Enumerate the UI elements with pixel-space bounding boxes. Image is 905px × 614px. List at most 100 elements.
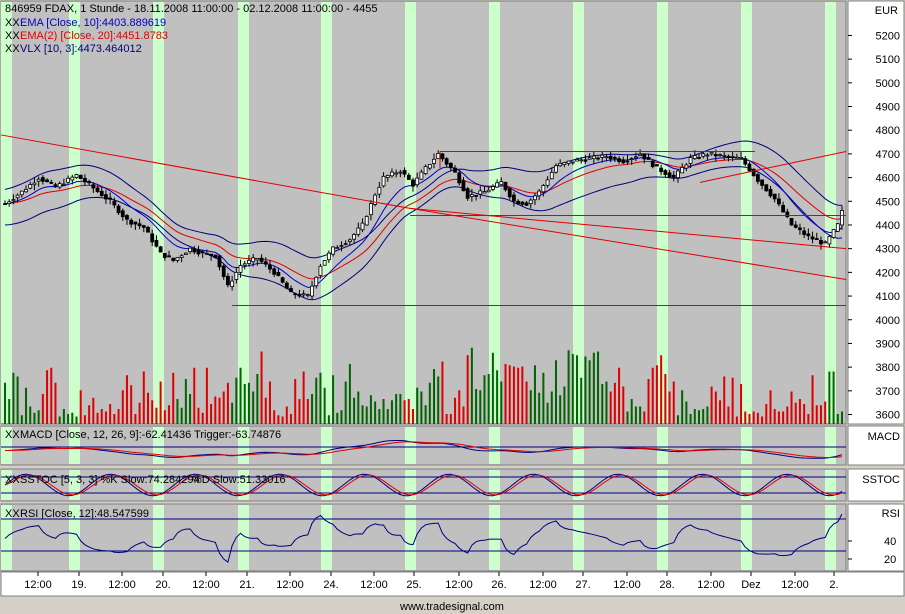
candle-body: [99, 190, 104, 197]
candle-body: [217, 255, 222, 268]
volume-bar: [298, 399, 301, 424]
volume-bar: [382, 399, 385, 424]
sstoc-k-line: [4, 473, 843, 497]
candle-body: [444, 158, 449, 165]
y-tick-label: 3900: [876, 338, 900, 350]
volume-bar: [676, 415, 679, 424]
volume-bar: [475, 389, 478, 424]
legend-prefix: XX: [5, 30, 20, 42]
candle-body: [356, 227, 361, 235]
candle-body: [310, 285, 314, 297]
volume-bar: [571, 354, 574, 424]
candle-body: [705, 154, 710, 157]
session-band: [238, 427, 249, 464]
volume-bar: [512, 366, 515, 424]
session-band: [741, 427, 752, 464]
volume-bar: [420, 391, 423, 424]
candle-body: [301, 293, 306, 296]
volume-bar: [58, 416, 61, 424]
volume-bar: [290, 414, 293, 424]
candle-body: [512, 194, 516, 202]
session-band: [825, 2, 836, 423]
candle-body: [347, 239, 352, 242]
candle-body: [608, 155, 613, 160]
y-tick-label: 4000: [876, 315, 900, 327]
candle-body: [680, 167, 685, 174]
volume-bar: [538, 392, 541, 424]
volume-bar: [803, 404, 806, 424]
candle-body: [819, 239, 823, 245]
volume-bar: [201, 412, 204, 424]
volume-bar: [454, 397, 457, 424]
volume-bar: [445, 414, 448, 424]
volume-bar: [761, 416, 764, 424]
volume-bar: [399, 394, 402, 424]
volume-bar: [222, 391, 225, 424]
volume-bar: [727, 406, 730, 424]
volume-bar: [16, 376, 19, 424]
candle-body: [204, 252, 209, 255]
volume-bar: [130, 385, 133, 424]
candle-body: [36, 178, 41, 182]
volume-bar: [83, 415, 86, 424]
y-tick-label: 3700: [876, 386, 900, 398]
candle-body: [448, 162, 453, 169]
volume-bar: [731, 377, 734, 424]
macd-line: [4, 440, 843, 459]
volume-bar: [260, 351, 263, 424]
y-tick-label: 3800: [876, 362, 900, 374]
ema20-line: [4, 158, 843, 280]
candle-body: [709, 152, 714, 155]
candle-body: [57, 183, 62, 188]
macd-title-prefix: XX: [5, 429, 20, 441]
volume-bar: [533, 365, 536, 424]
volume-bar: [807, 414, 810, 424]
volume-bar: [702, 409, 705, 424]
volume-bar: [828, 371, 831, 424]
candle-body: [638, 153, 643, 157]
candle-body: [764, 184, 769, 192]
candle-body: [482, 191, 487, 194]
volume-bar: [487, 374, 490, 424]
session-band: [238, 505, 249, 570]
volume-bar: [668, 391, 671, 424]
x-tick-label: 12:00: [192, 579, 220, 591]
candle-body: [537, 190, 542, 197]
session-band: [489, 470, 500, 500]
legend-entry: EMA(2) [Close, 20]:4451.8783: [20, 30, 168, 42]
volume-bar: [563, 386, 566, 424]
volume-bar: [664, 374, 667, 424]
candle-body: [507, 188, 512, 198]
y-tick-label: 4500: [876, 196, 900, 208]
volume-bar: [693, 409, 696, 424]
trendline-descending: [0, 134, 411, 209]
volume-bar: [214, 396, 217, 424]
volume-bar: [33, 412, 36, 424]
volume-bar: [605, 381, 608, 424]
session-band: [657, 505, 668, 570]
sstoc-title-red: %D Slow:51.33016: [192, 474, 286, 486]
session-band: [69, 2, 80, 423]
candle-body: [583, 159, 588, 162]
candle-body: [755, 174, 760, 182]
candle-body: [247, 260, 251, 264]
vlx-lower-line: [4, 166, 843, 301]
candle-body: [83, 177, 87, 183]
candle-body: [600, 154, 605, 158]
volume-bar: [92, 397, 95, 424]
candle-body: [322, 260, 327, 266]
legend-prefix: XX: [5, 43, 20, 55]
x-tick-label: 12:00: [781, 579, 809, 591]
volume-bar: [226, 382, 229, 424]
candle-body: [730, 155, 735, 158]
volume-bar: [109, 404, 112, 424]
x-tick-label: 2.: [829, 579, 838, 591]
candle-body: [112, 200, 117, 206]
session-band: [489, 505, 500, 570]
session-band: [238, 470, 249, 500]
volume-bar: [29, 406, 32, 424]
candle-body: [415, 177, 420, 186]
legend-prefix: XX: [5, 17, 20, 29]
volume-bar: [113, 414, 116, 424]
x-tick-label: 12:00: [613, 579, 641, 591]
